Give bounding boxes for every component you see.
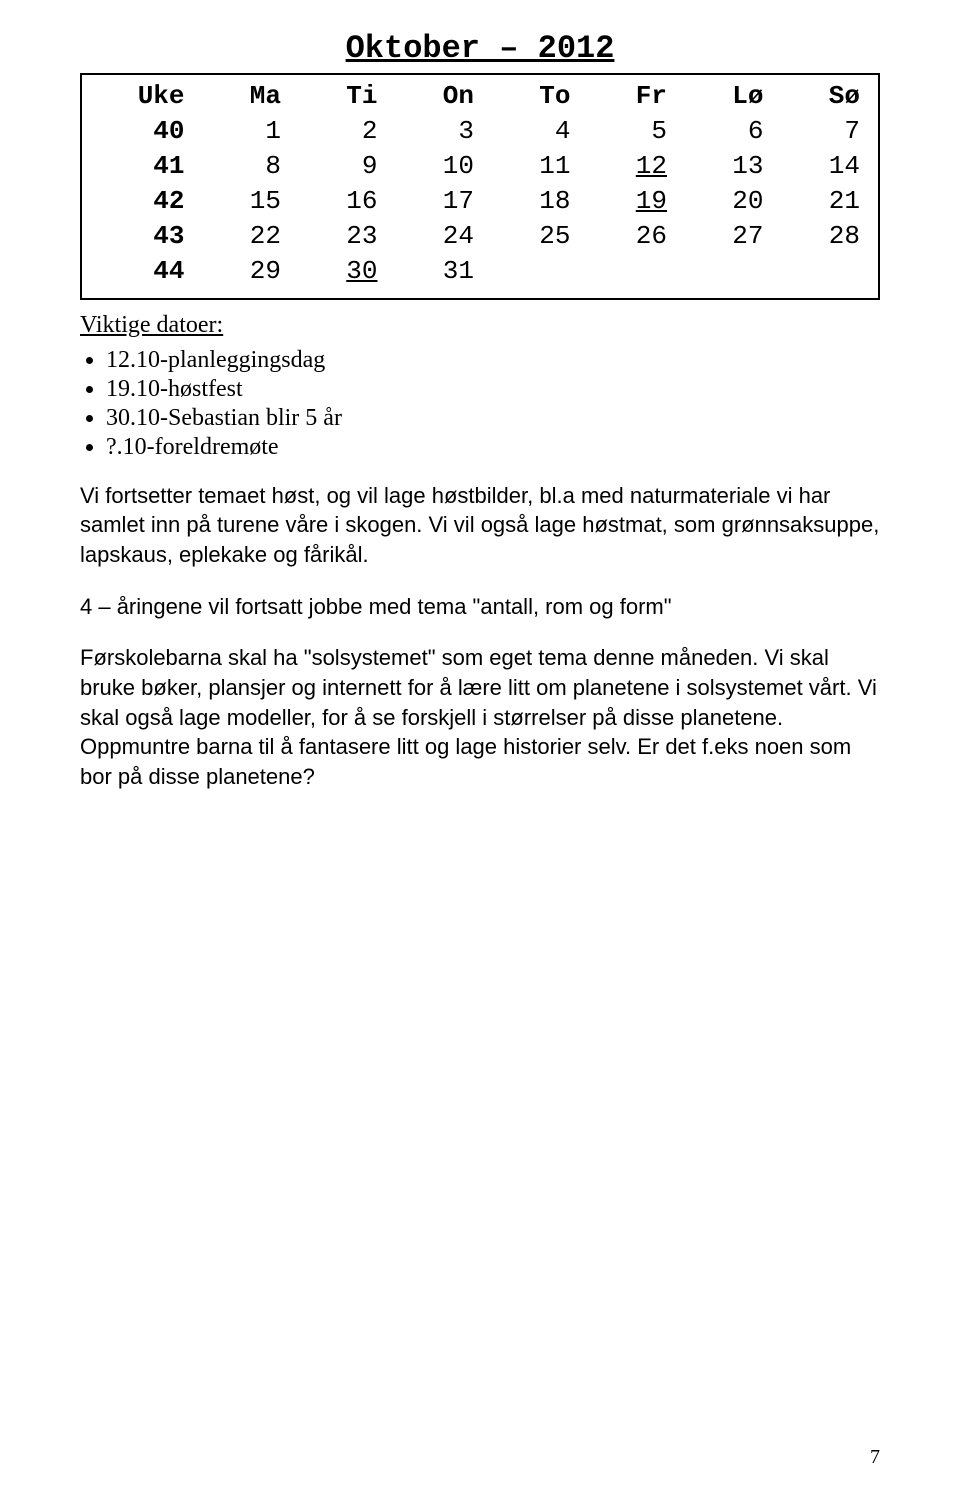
list-item: 19.10-høstfest <box>106 376 880 403</box>
calendar-header-cell: To <box>480 79 577 114</box>
calendar-day-cell: 12 <box>577 149 674 184</box>
calendar-day-cell: 8 <box>191 149 288 184</box>
list-item: 12.10-planleggingsdag <box>106 347 880 374</box>
calendar-row: 401234567 <box>94 114 866 149</box>
calendar-day-cell: 28 <box>770 219 867 254</box>
bullet-list: 12.10-planleggingsdag 19.10-høstfest 30.… <box>106 347 880 461</box>
calendar-day-cell: 30 <box>287 254 384 289</box>
calendar-day-cell: 2 <box>287 114 384 149</box>
calendar-day-cell <box>480 254 577 289</box>
calendar-box: Uke Ma Ti On To Fr Lø Sø 401234567418910… <box>80 73 880 300</box>
calendar-day-cell: 10 <box>384 149 481 184</box>
page-number: 7 <box>870 1446 880 1469</box>
calendar-header-cell: Ma <box>191 79 288 114</box>
calendar-day-cell: 24 <box>384 219 481 254</box>
calendar-day-cell: 25 <box>480 219 577 254</box>
body-text: Vi fortsetter temaet høst, og vil lage h… <box>80 481 880 792</box>
calendar-header-cell: Ti <box>287 79 384 114</box>
calendar-week-cell: 41 <box>94 149 191 184</box>
paragraph: 4 – åringene vil fortsatt jobbe med tema… <box>80 592 880 622</box>
calendar-day-cell: 16 <box>287 184 384 219</box>
calendar-day-cell: 3 <box>384 114 481 149</box>
calendar-day-cell: 26 <box>577 219 674 254</box>
calendar-day-cell: 29 <box>191 254 288 289</box>
calendar-row: 41891011121314 <box>94 149 866 184</box>
calendar-row: 4322232425262728 <box>94 219 866 254</box>
list-item: ?.10-foreldremøte <box>106 434 880 461</box>
calendar-header-cell: Lø <box>673 79 770 114</box>
calendar-day-cell: 15 <box>191 184 288 219</box>
calendar-day-cell: 6 <box>673 114 770 149</box>
calendar-header-cell: On <box>384 79 481 114</box>
calendar-day-cell: 21 <box>770 184 867 219</box>
calendar-day-cell: 7 <box>770 114 867 149</box>
calendar-week-cell: 43 <box>94 219 191 254</box>
calendar-header-cell: Uke <box>94 79 191 114</box>
calendar-day-cell: 4 <box>480 114 577 149</box>
page-title: Oktober – 2012 <box>80 30 880 67</box>
paragraph: Vi fortsetter temaet høst, og vil lage h… <box>80 481 880 570</box>
calendar-day-cell <box>577 254 674 289</box>
calendar-day-cell: 9 <box>287 149 384 184</box>
calendar-header-cell: Fr <box>577 79 674 114</box>
calendar-day-cell: 22 <box>191 219 288 254</box>
calendar-day-cell <box>673 254 770 289</box>
calendar-day-cell: 11 <box>480 149 577 184</box>
calendar-header-row: Uke Ma Ti On To Fr Lø Sø <box>94 79 866 114</box>
calendar-day-cell: 27 <box>673 219 770 254</box>
calendar-day-cell: 23 <box>287 219 384 254</box>
calendar-day-cell: 5 <box>577 114 674 149</box>
calendar-day-cell: 18 <box>480 184 577 219</box>
calendar-week-cell: 42 <box>94 184 191 219</box>
calendar-week-cell: 44 <box>94 254 191 289</box>
calendar-day-cell: 14 <box>770 149 867 184</box>
calendar-day-cell: 1 <box>191 114 288 149</box>
calendar-day-cell <box>770 254 867 289</box>
page: Oktober – 2012 Uke Ma Ti On To Fr Lø Sø … <box>0 0 960 1499</box>
calendar-day-cell: 17 <box>384 184 481 219</box>
list-item: 30.10-Sebastian blir 5 år <box>106 405 880 432</box>
calendar-day-cell: 31 <box>384 254 481 289</box>
calendar-week-cell: 40 <box>94 114 191 149</box>
calendar-row: 4215161718192021 <box>94 184 866 219</box>
calendar-day-cell: 19 <box>577 184 674 219</box>
paragraph: Førskolebarna skal ha "solsystemet" som … <box>80 643 880 791</box>
calendar-body: 4012345674189101112131442151617181920214… <box>94 114 866 289</box>
calendar-day-cell: 13 <box>673 149 770 184</box>
calendar-day-cell: 20 <box>673 184 770 219</box>
calendar-row: 44293031 <box>94 254 866 289</box>
important-dates-heading: Viktige datoer: <box>80 312 880 339</box>
calendar-header-cell: Sø <box>770 79 867 114</box>
